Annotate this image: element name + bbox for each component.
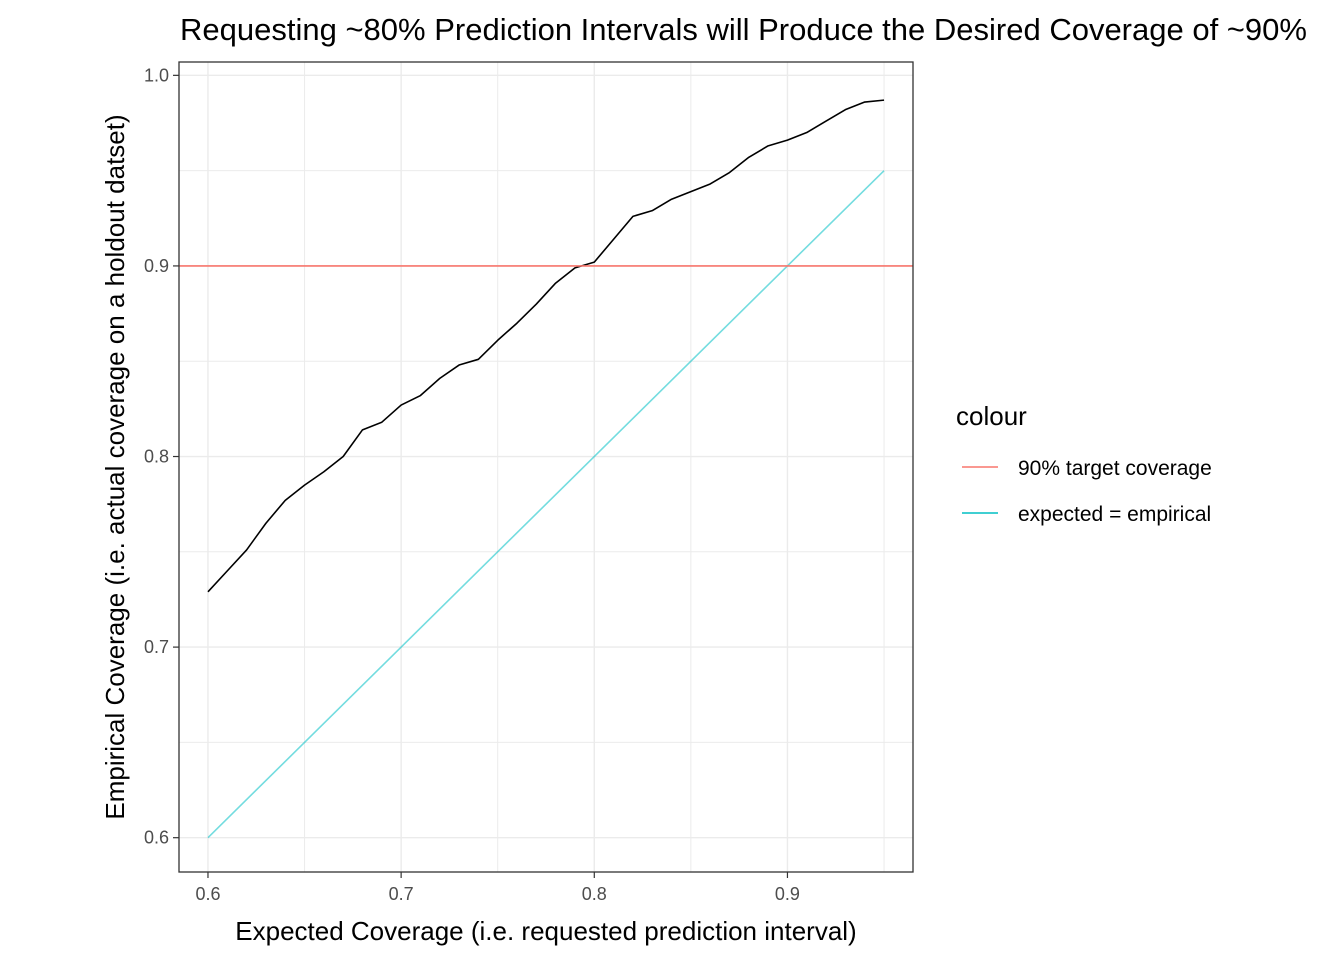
legend-label-expected-empirical: expected = empirical (1018, 503, 1211, 526)
x-axis-title: Expected Coverage (i.e. requested predic… (235, 916, 856, 946)
series-line-expected-empirical (207, 170, 885, 839)
legend: colour 90% target coverage expected = em… (956, 401, 1212, 526)
series-layer (179, 99, 913, 839)
legend-title: colour (956, 401, 1027, 431)
grid-minor (179, 62, 913, 872)
x-tick-label: 0.8 (582, 884, 607, 904)
y-tick-label: 0.6 (144, 828, 169, 848)
y-axis: 0.6 0.7 0.8 0.9 1.0 (144, 65, 179, 848)
legend-label-target-coverage: 90% target coverage (1018, 457, 1212, 480)
x-tick-label: 0.9 (775, 884, 800, 904)
series-line-empirical-coverage (207, 99, 885, 593)
x-tick-label: 0.7 (389, 884, 414, 904)
y-tick-label: 0.8 (144, 447, 169, 467)
panel-border (178, 61, 914, 873)
y-axis-title: Empirical Coverage (i.e. actual coverage… (100, 114, 130, 819)
y-tick-label: 0.9 (144, 256, 169, 276)
x-axis: 0.6 0.7 0.8 0.9 (195, 872, 800, 904)
y-tick-label: 0.7 (144, 637, 169, 657)
y-tick-label: 1.0 (144, 65, 169, 85)
chart-title: Requesting ~80% Prediction Intervals wil… (180, 12, 1307, 47)
grid-major (179, 62, 913, 872)
x-tick-label: 0.6 (195, 884, 220, 904)
